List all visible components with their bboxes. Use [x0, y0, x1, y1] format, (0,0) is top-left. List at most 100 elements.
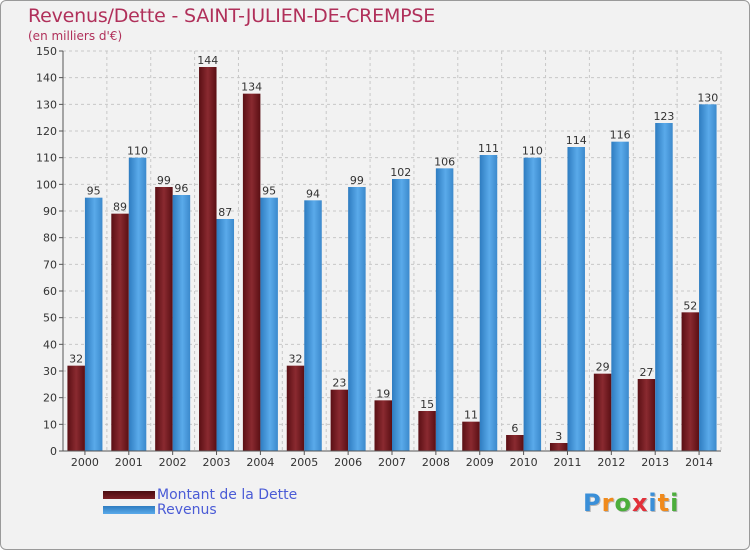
bar-debt-2008	[418, 411, 436, 451]
bar-debt-2000	[67, 365, 85, 451]
data-label-debt-2002: 99	[157, 174, 171, 187]
bar-revenue-2007	[392, 179, 410, 451]
bar-debt-2005	[286, 365, 305, 451]
y-tick-label-10: 10	[43, 418, 57, 431]
bar-revenue-2012	[611, 141, 629, 451]
bar-debt-2002	[155, 187, 173, 451]
proxiti-logo: Proxiti	[583, 489, 679, 517]
data-label-revenue-2005: 94	[306, 187, 320, 200]
data-label-revenue-2002: 96	[174, 182, 188, 195]
y-tick-label-130: 130	[36, 98, 57, 111]
x-tick-label-2006: 2006	[334, 456, 362, 469]
data-label-revenue-2003: 87	[218, 206, 232, 219]
axes	[59, 50, 721, 455]
bar-revenue-2010	[523, 157, 542, 451]
y-tick-label-110: 110	[36, 152, 57, 165]
legend-swatch-debt	[103, 490, 155, 499]
x-tick-label-2002: 2002	[159, 456, 187, 469]
bar-debt-2003	[199, 67, 217, 451]
x-tick-label-2014: 2014	[685, 456, 713, 469]
legend-label-debt: Montant de la Dette	[157, 486, 298, 503]
bar-revenue-2011	[567, 147, 585, 451]
data-label-revenue-2006: 99	[350, 174, 364, 187]
bar-revenue-2003	[216, 219, 235, 451]
data-label-debt-2001: 89	[113, 201, 127, 214]
data-label-debt-2008: 15	[420, 398, 434, 411]
x-tick-label-2000: 2000	[71, 456, 99, 469]
y-tick-label-50: 50	[43, 312, 57, 325]
labels: 0102030405060708090100110120130140150329…	[36, 45, 718, 469]
bar-debt-2001	[111, 213, 129, 451]
legend: Montant de la Dette Revenus	[103, 486, 298, 518]
data-label-debt-2012: 29	[596, 361, 610, 374]
data-label-revenue-2014: 130	[697, 91, 718, 104]
x-tick-label-2007: 2007	[378, 456, 406, 469]
data-label-debt-2014: 52	[683, 299, 697, 312]
bar-revenue-2006	[348, 187, 366, 451]
bar-revenue-2002	[172, 195, 191, 451]
chart-title: Revenus/Dette - SAINT-JULIEN-DE-CREMPSE	[28, 5, 436, 27]
data-label-debt-2007: 19	[376, 387, 390, 400]
data-label-revenue-2001: 110	[127, 145, 148, 158]
data-label-debt-2010: 6	[511, 422, 518, 435]
bar-revenue-2008	[435, 168, 454, 452]
bar-revenue-2009	[479, 155, 498, 451]
x-tick-label-2001: 2001	[115, 456, 143, 469]
bar-revenue-2014	[699, 104, 717, 451]
data-label-debt-2000: 32	[69, 353, 83, 366]
x-tick-label-2004: 2004	[246, 456, 274, 469]
y-tick-label-20: 20	[43, 392, 57, 405]
y-tick-label-120: 120	[36, 125, 57, 138]
bar-debt-2010	[506, 435, 524, 451]
data-label-revenue-2012: 116	[610, 129, 631, 142]
y-tick-label-140: 140	[36, 72, 57, 85]
logo-letter: P	[583, 489, 602, 517]
data-label-revenue-2007: 102	[390, 166, 411, 179]
bar-debt-2011	[549, 443, 568, 451]
x-tick-label-2008: 2008	[422, 456, 450, 469]
x-tick-label-2013: 2013	[641, 456, 669, 469]
bar-revenue-2001	[128, 157, 147, 451]
bar-revenue-2013	[655, 123, 673, 451]
legend-swatch-revenue	[103, 505, 155, 514]
x-tick-label-2011: 2011	[553, 456, 581, 469]
logo-letter: o	[614, 489, 632, 517]
bar-revenue-2000	[84, 197, 103, 451]
data-label-revenue-2004: 95	[262, 185, 276, 198]
x-tick-label-2005: 2005	[290, 456, 318, 469]
y-tick-label-30: 30	[43, 365, 57, 378]
data-label-debt-2011: 3	[555, 430, 562, 443]
y-tick-label-40: 40	[43, 338, 57, 351]
data-label-debt-2005: 32	[289, 353, 303, 366]
legend-item-revenue: Revenus	[103, 501, 297, 518]
x-tick-label-2003: 2003	[203, 456, 231, 469]
logo-letter: r	[601, 489, 615, 517]
legend-label-revenue: Revenus	[157, 501, 217, 518]
bar-debt-2006	[330, 389, 349, 451]
logo-letter: i	[648, 489, 658, 517]
logo-letter: t	[657, 489, 671, 517]
y-tick-label-70: 70	[43, 258, 57, 271]
bar-debt-2004	[242, 93, 261, 452]
x-tick-label-2012: 2012	[597, 456, 625, 469]
bar-debt-2014	[681, 312, 700, 451]
bar-debt-2012	[593, 373, 612, 451]
data-label-revenue-2011: 114	[566, 134, 587, 147]
data-label-revenue-2010: 110	[522, 145, 543, 158]
bar-revenue-2004	[260, 197, 278, 451]
y-tick-label-100: 100	[36, 178, 57, 191]
legend-item-debt: Montant de la Dette	[103, 486, 298, 503]
data-label-debt-2006: 23	[332, 377, 346, 390]
data-label-debt-2009: 11	[464, 409, 478, 422]
x-tick-label-2010: 2010	[510, 456, 538, 469]
bar-debt-2007	[374, 400, 392, 451]
data-label-revenue-2013: 123	[653, 110, 674, 123]
bars	[67, 67, 717, 452]
bar-debt-2013	[637, 379, 656, 451]
y-tick-label-60: 60	[43, 285, 57, 298]
y-tick-label-0: 0	[50, 445, 57, 458]
bar-revenue-2005	[304, 200, 322, 451]
y-tick-label-80: 80	[43, 232, 57, 245]
